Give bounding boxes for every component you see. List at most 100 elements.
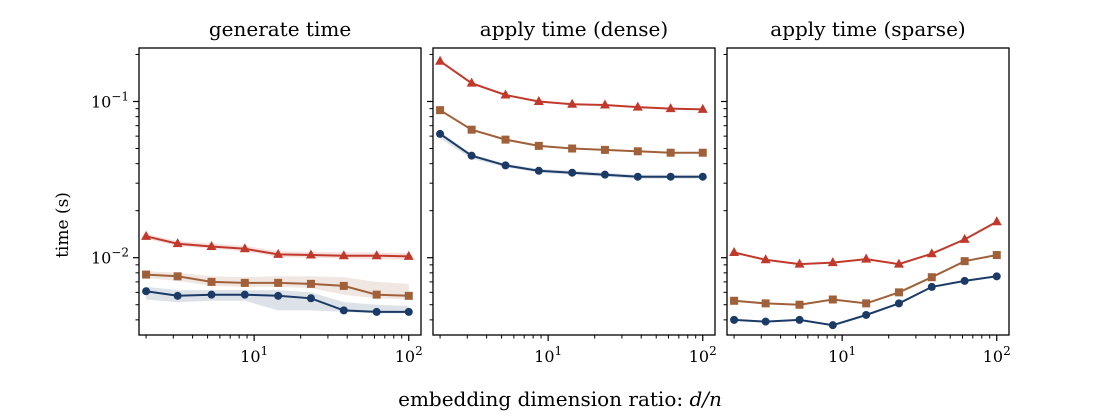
data-point <box>372 290 381 299</box>
data-point <box>206 240 217 250</box>
data-point <box>729 246 740 256</box>
data-point <box>927 282 936 291</box>
data-point <box>306 294 315 303</box>
data-point <box>894 288 903 297</box>
data-point <box>534 141 543 150</box>
y-tick-label-1-exponent: −1 <box>111 89 129 103</box>
data-point <box>599 99 610 109</box>
data-point <box>305 249 316 259</box>
data-point <box>666 148 675 157</box>
data-point <box>666 172 675 181</box>
data-point <box>568 144 577 153</box>
data-point <box>501 135 510 144</box>
data-point <box>698 172 707 181</box>
series-circle <box>142 286 413 316</box>
data-point <box>730 315 739 324</box>
data-point <box>173 291 182 300</box>
y-tick-label-2: 10−2 <box>91 246 129 268</box>
data-point <box>466 77 477 87</box>
data-point <box>274 278 283 287</box>
panel-title: apply time (dense) <box>480 17 668 41</box>
data-point <box>306 279 315 288</box>
x-tick-label-1: 101 <box>828 344 856 366</box>
data-point <box>665 103 676 113</box>
x-tick-label-1: 101 <box>240 344 268 366</box>
panel-title: generate time <box>209 17 351 41</box>
x-tick-label-1-exponent: 1 <box>849 344 857 358</box>
data-point <box>141 230 152 240</box>
series-square <box>730 251 1001 309</box>
y-axis-label: time (s) <box>53 192 73 258</box>
data-point <box>633 172 642 181</box>
x-axis-label-prefix: embedding dimension ratio: <box>398 387 689 411</box>
data-point <box>960 276 969 285</box>
series-triangle <box>141 230 414 260</box>
data-point <box>633 147 642 156</box>
series-triangle <box>729 216 1002 268</box>
x-axis-label: embedding dimension ratio: d/n <box>398 387 722 411</box>
data-point <box>273 248 284 258</box>
plot-frame <box>138 47 422 336</box>
data-point <box>207 290 216 299</box>
x-tick-label-2-exponent: 2 <box>709 344 717 358</box>
data-point <box>533 95 544 105</box>
data-point <box>862 299 871 308</box>
data-point <box>861 253 872 263</box>
x-tick-label-2-base: 10 <box>689 347 709 366</box>
data-point <box>992 272 1001 281</box>
data-point <box>173 272 182 281</box>
x-tick-label-2: 102 <box>689 344 717 366</box>
data-point <box>467 125 476 134</box>
data-point <box>761 299 770 308</box>
data-point <box>567 98 578 108</box>
data-point <box>436 129 445 138</box>
plot-frame <box>432 47 716 336</box>
x-tick-label-2-base: 10 <box>395 347 415 366</box>
y-tick-label-1: 10−1 <box>91 89 129 111</box>
data-point <box>142 287 151 296</box>
y-tick-label-1-base: 10 <box>91 92 111 111</box>
data-point <box>795 315 804 324</box>
data-point <box>372 307 381 316</box>
x-tick-label-2-exponent: 2 <box>415 344 423 358</box>
series-circle <box>436 129 707 181</box>
data-point <box>730 296 739 305</box>
panel-title: apply time (sparse) <box>770 17 965 41</box>
data-point <box>534 166 543 175</box>
data-point <box>698 148 707 157</box>
data-point <box>207 277 216 286</box>
series-circle <box>730 272 1001 330</box>
data-point <box>240 278 249 287</box>
data-point <box>500 89 511 99</box>
data-point <box>435 55 446 65</box>
data-point <box>239 243 250 253</box>
x-tick-label-2: 102 <box>983 344 1011 366</box>
x-tick-label-2: 102 <box>395 344 423 366</box>
series-triangle <box>435 55 708 113</box>
data-point <box>339 281 348 290</box>
data-point <box>501 161 510 170</box>
data-point <box>339 306 348 315</box>
y-tick-label-2-base: 10 <box>91 249 111 268</box>
data-point <box>926 248 937 258</box>
y-tick-label-2-exponent: −2 <box>111 246 129 260</box>
data-point <box>760 254 771 264</box>
data-point <box>697 103 708 113</box>
data-point <box>992 251 1001 260</box>
data-point <box>172 238 183 248</box>
data-point <box>600 145 609 154</box>
data-point <box>568 168 577 177</box>
data-point <box>404 307 413 316</box>
x-tick-label-1-exponent: 1 <box>261 344 269 358</box>
series-square <box>142 270 413 300</box>
data-point <box>274 291 283 300</box>
data-point <box>761 317 770 326</box>
data-point <box>960 257 969 266</box>
data-point <box>404 291 413 300</box>
data-point <box>795 300 804 309</box>
data-point <box>794 258 805 268</box>
panel-2: apply time (dense)101 102 <box>427 17 717 366</box>
data-point <box>371 250 382 260</box>
